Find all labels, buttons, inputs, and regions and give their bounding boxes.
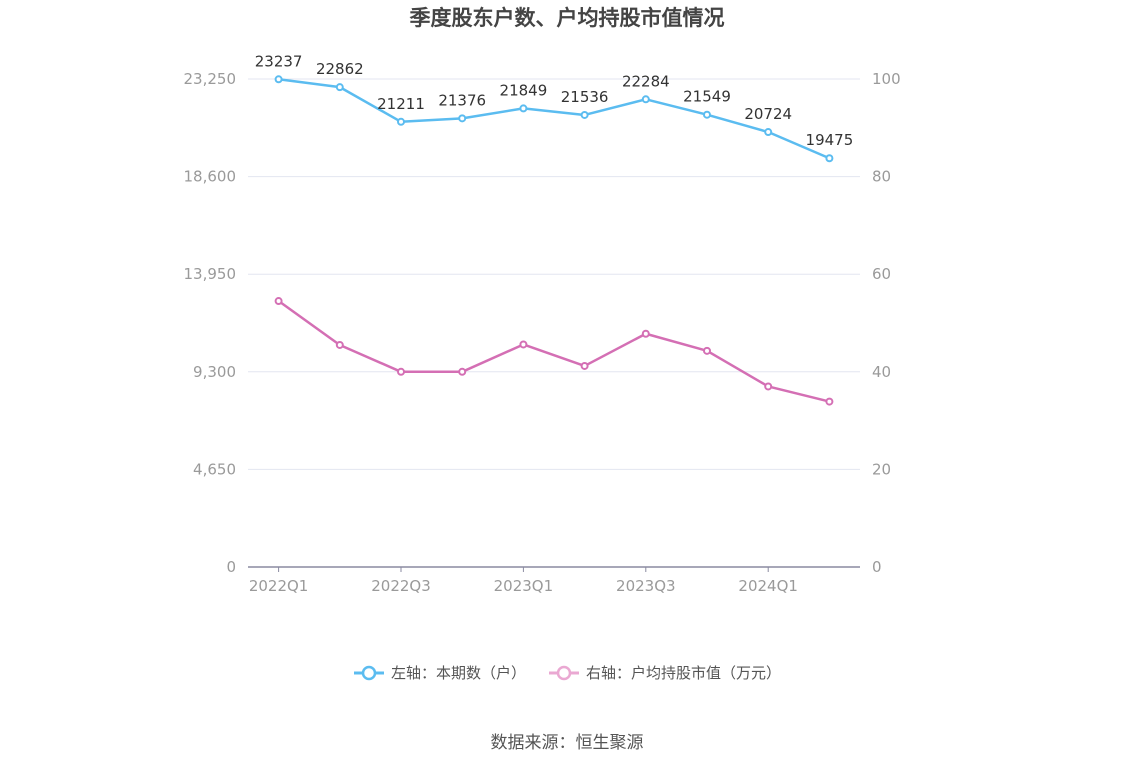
axis-layer: 0 0 4,650 20 9,300 40 13,950 60 18,600 80 23,250 10…	[184, 70, 901, 595]
right-axis-tick-label: 20	[872, 460, 891, 478]
left-axis-tick-label: 9,300	[193, 363, 236, 381]
data-point-shareholder-count	[519, 104, 528, 113]
data-point-avg-holding-value	[458, 367, 467, 376]
left-axis-tick-label: 23,250	[184, 70, 237, 88]
data-label: 21211	[377, 95, 425, 113]
left-axis-tick-label: 4,650	[193, 460, 236, 478]
data-point-avg-holding-value	[825, 397, 834, 406]
data-point-shareholder-count	[397, 117, 405, 126]
legend-item-right-axis[interactable]: 右轴：户均持股市值（万元）	[548, 662, 781, 683]
data-point-avg-holding-value	[703, 346, 711, 355]
legend-item-left-axis[interactable]: 左轴：本期数（户）	[353, 662, 526, 683]
legend-line-circle-icon	[353, 665, 384, 680]
left-axis-tick-label: 18,600	[184, 168, 237, 186]
data-point-avg-holding-value	[641, 329, 650, 338]
data-label: 21376	[438, 91, 486, 109]
right-axis-tick-label: 0	[872, 558, 882, 576]
data-point-shareholder-count	[641, 95, 650, 104]
data-point-avg-holding-value	[764, 382, 773, 391]
right-axis-tick-label: 80	[872, 168, 891, 186]
data-point-shareholder-count	[703, 110, 711, 119]
data-label: 20724	[744, 105, 792, 123]
data-label: 22284	[622, 72, 670, 90]
x-axis-tick-label: 2024Q1	[738, 577, 798, 595]
x-axis-tick-label: 2023Q3	[616, 577, 676, 595]
legend-line-circle-icon	[549, 665, 579, 680]
x-axis-tick-label: 2023Q1	[494, 577, 554, 595]
data-label: 23237	[255, 52, 303, 70]
data-point-shareholder-count	[335, 83, 344, 92]
data-label: 22862	[316, 60, 364, 78]
grid-layer	[248, 78, 860, 470]
data-point-avg-holding-value	[274, 297, 283, 306]
data-label: 21549	[683, 88, 731, 106]
x-axis-tick-label: 2022Q1	[249, 577, 309, 595]
series-line-shareholder-count	[278, 78, 830, 160]
data-point-shareholder-count	[764, 128, 773, 137]
left-axis-tick-label: 13,950	[184, 265, 237, 283]
right-axis-tick-label: 60	[872, 265, 891, 283]
data-point-avg-holding-value	[580, 361, 589, 370]
data-point-shareholder-count	[825, 154, 834, 163]
data-label: 21536	[561, 88, 609, 106]
right-axis-tick-label: 40	[872, 363, 891, 381]
data-point-avg-holding-value	[335, 340, 344, 349]
data-source-note: 数据来源：恒生聚源	[490, 733, 644, 753]
data-point-shareholder-count	[458, 114, 467, 123]
data-label: 19475	[806, 131, 854, 149]
data-point-shareholder-count	[274, 75, 283, 84]
data-point-shareholder-count	[580, 110, 589, 119]
label-layer: 23237 22862 21211 21376 21849 21536 22284 21549…	[255, 52, 854, 149]
series-line-avg-holding-value	[277, 300, 830, 403]
series-layer	[274, 75, 834, 406]
legend-label-left: 左轴：本期数（户）	[390, 664, 526, 682]
chart-title: 季度股东户数、户均持股市值情况	[409, 6, 725, 30]
data-point-avg-holding-value	[397, 367, 405, 376]
x-axis-tick-label: 2022Q3	[371, 577, 431, 595]
data-label: 21849	[500, 81, 548, 99]
legend: 左轴：本期数（户） 右轴：户均持股市值（万元）	[0, 662, 1134, 683]
left-axis-tick-label: 0	[226, 558, 236, 576]
legend-label-right: 右轴：户均持股市值（万元）	[586, 664, 782, 682]
right-axis-tick-label: 100	[872, 70, 901, 88]
data-point-avg-holding-value	[519, 340, 528, 349]
